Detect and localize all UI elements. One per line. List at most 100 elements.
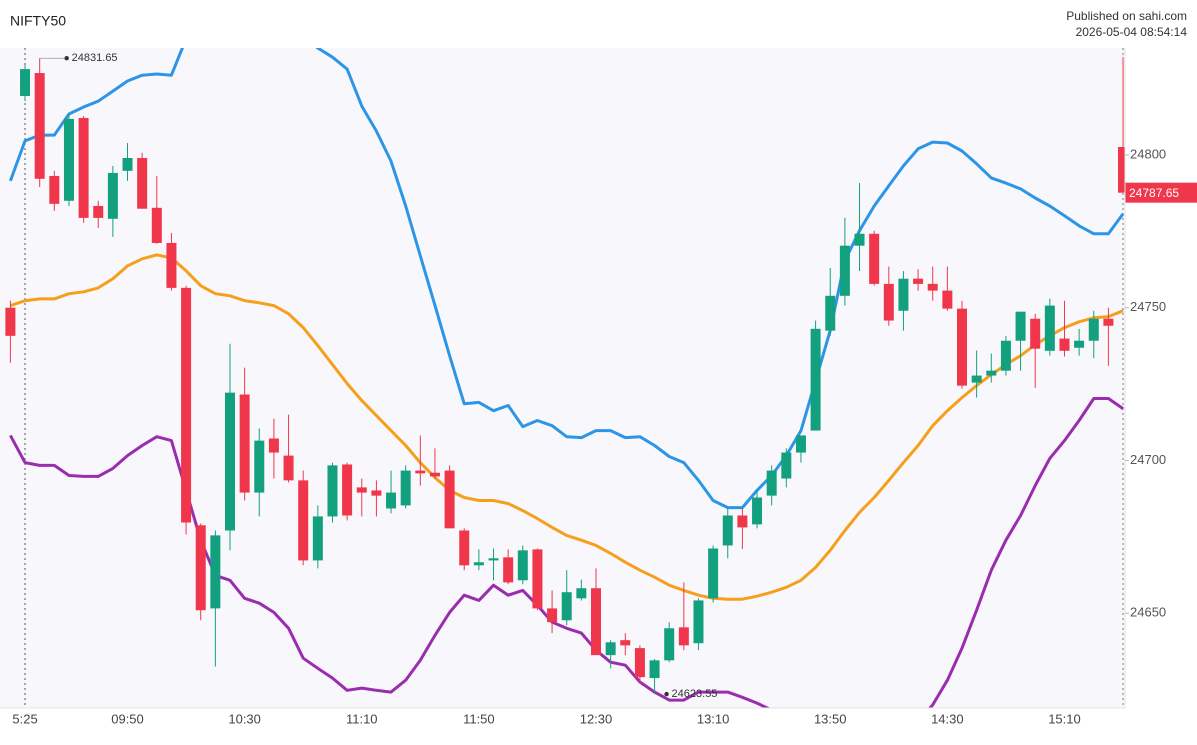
candle-body	[913, 278, 924, 284]
candle-body	[620, 640, 631, 646]
candle-body	[649, 660, 660, 679]
candle-body	[547, 608, 558, 623]
candle-body	[1000, 340, 1011, 371]
candle-body	[371, 490, 382, 496]
x-tick-label: 11:10	[346, 711, 378, 726]
candle-body	[210, 535, 221, 609]
candle-body	[5, 307, 16, 336]
candle-body	[78, 117, 89, 218]
candle-body	[1030, 318, 1041, 349]
candle-body	[634, 648, 645, 678]
candle-body	[1015, 311, 1026, 341]
candle-body	[1074, 340, 1085, 348]
candle-body	[151, 207, 162, 243]
candle-body	[986, 370, 997, 376]
last-price-box	[1125, 182, 1197, 203]
high-label: 24831.65	[72, 52, 118, 64]
source: Published on sahi.com	[1066, 9, 1187, 23]
candle-body	[166, 242, 177, 288]
candle-body	[268, 438, 279, 453]
candle-body	[927, 283, 938, 291]
x-tick-label: 15:10	[1048, 711, 1081, 726]
candle-body	[752, 497, 763, 525]
candle-body	[137, 158, 148, 209]
candle-body	[737, 515, 748, 528]
candle-body	[971, 375, 982, 383]
candle-body	[195, 525, 206, 611]
candle-body	[1044, 305, 1055, 351]
candle-body	[591, 588, 601, 656]
candle-body	[722, 515, 733, 546]
high-dot	[64, 56, 69, 61]
candle-body	[459, 530, 470, 566]
band-upper	[8, 48, 1125, 510]
candle-body	[239, 394, 250, 493]
candle-body	[605, 642, 616, 656]
candle-body	[356, 487, 367, 493]
candle-body	[122, 158, 133, 171]
x-tick-label: 10:30	[228, 711, 261, 726]
y-tick-label: 24650	[1130, 605, 1166, 620]
candle-body	[942, 290, 953, 309]
candle-body	[678, 627, 689, 646]
candle-body	[312, 516, 323, 561]
candle-body	[225, 392, 235, 531]
band-lower	[9, 397, 1124, 708]
candle-body	[576, 588, 587, 599]
candle-body	[810, 328, 821, 431]
candle-body	[400, 470, 411, 506]
band-middle	[9, 253, 1124, 601]
candle-body	[342, 464, 353, 516]
x-tick-label: 13:50	[814, 711, 847, 726]
candle-body	[517, 550, 528, 581]
candle-body	[532, 549, 543, 609]
candle-body	[883, 283, 894, 321]
candle-body	[503, 557, 514, 583]
candle-body	[298, 480, 309, 561]
candle-body	[869, 233, 880, 284]
candle-body	[795, 435, 806, 453]
candle-body	[63, 118, 74, 201]
x-tick-label: 14:30	[931, 711, 964, 726]
candle-body	[386, 492, 397, 509]
candle-body	[1088, 318, 1099, 341]
candle-body	[444, 470, 455, 529]
candle-body	[1059, 338, 1070, 351]
candle-body	[415, 470, 426, 474]
candle-body	[34, 73, 45, 179]
y-tick-label: 24750	[1130, 299, 1166, 314]
candle-body	[473, 562, 484, 566]
candle-body	[898, 278, 909, 311]
x-tick-label: 11:50	[463, 711, 495, 726]
candle-body	[327, 465, 338, 517]
candle-body	[20, 69, 31, 96]
candle-body	[254, 440, 265, 493]
candle-body	[49, 176, 60, 204]
candle-body	[854, 233, 865, 246]
candle-body	[664, 628, 675, 661]
candle-body	[825, 295, 836, 331]
candle-body	[781, 452, 792, 479]
candle-body	[766, 470, 777, 496]
low-dot	[664, 691, 669, 697]
chart-title: NIFTY50	[10, 13, 66, 29]
candle-body	[839, 245, 850, 296]
timestamp: 2026-05-04 08:54:14	[1076, 25, 1188, 39]
x-tick-label: 13:10	[697, 711, 730, 726]
candle-body	[693, 600, 704, 644]
x-tick-label: 5:25	[12, 711, 37, 726]
candle-body	[283, 455, 294, 481]
candle-body	[107, 172, 118, 219]
low-label: 24623.55	[672, 688, 718, 700]
x-tick-label: 09:50	[111, 711, 144, 726]
candle-body	[561, 592, 572, 621]
plot-area	[5, 48, 1125, 708]
candle-body	[1103, 318, 1114, 326]
y-tick-label: 24800	[1130, 146, 1166, 161]
last-price-label: 24787.65	[1129, 186, 1179, 200]
candle-body	[708, 548, 719, 599]
overlay: 24831.65 24623.55 24787.65	[39, 52, 1197, 700]
candle-body	[1118, 147, 1125, 193]
